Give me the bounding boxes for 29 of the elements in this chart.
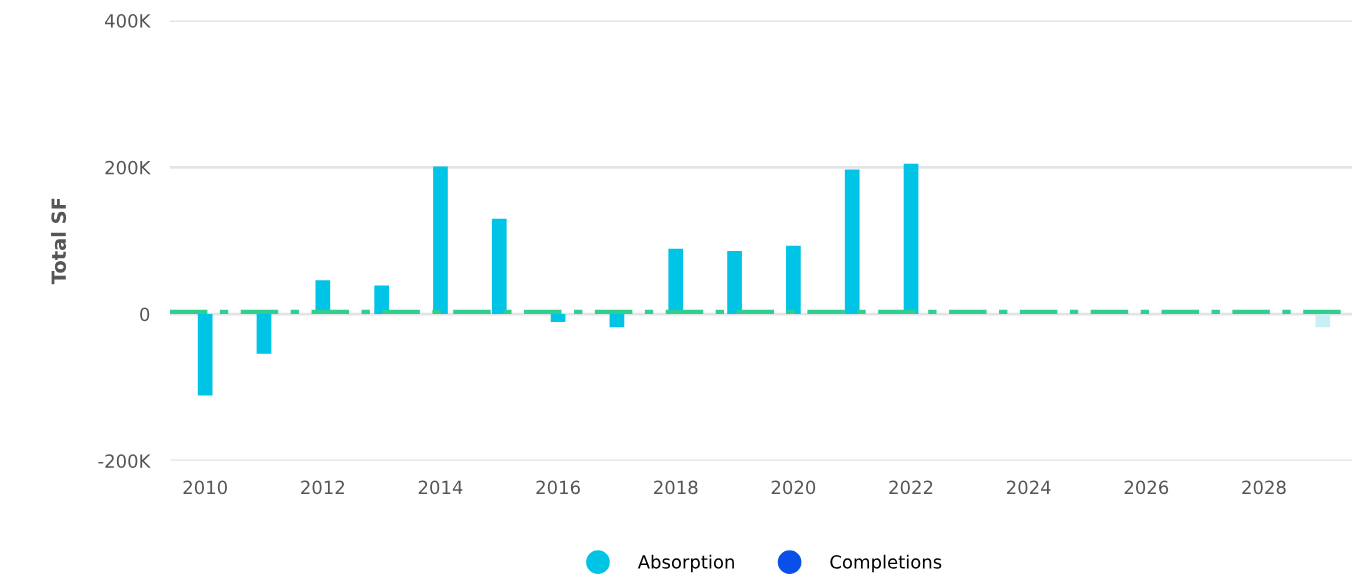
legend-label: Absorption [637, 554, 734, 573]
x-tick-label: 2026 [1124, 480, 1169, 495]
y-tick-label: -200K [98, 454, 151, 468]
bar [786, 245, 801, 315]
x-tick-label: 2028 [1242, 480, 1286, 495]
bar [609, 314, 625, 328]
x-tick-label: 2010 [183, 480, 227, 495]
legend-label: Completions [830, 554, 942, 573]
x-tick-label: 2018 [654, 480, 698, 495]
bar [903, 163, 919, 315]
y-tick-label: 200K [105, 160, 151, 175]
bar [1315, 314, 1331, 328]
bar [433, 166, 448, 315]
x-tick-label: 2024 [1007, 480, 1051, 495]
x-tick-label: 2020 [771, 480, 816, 495]
y-tick-label: 0 [140, 307, 150, 322]
bar [197, 314, 213, 396]
x-tick-label: 2012 [301, 480, 344, 495]
bar [256, 314, 272, 354]
x-tick-label: 2016 [536, 480, 580, 495]
bar [491, 218, 507, 315]
bar [550, 314, 566, 323]
bar [844, 169, 860, 315]
y-axis-title: Total SF [51, 198, 67, 285]
y-tick-label: 400K [105, 14, 151, 28]
x-tick-label: 2014 [418, 480, 463, 495]
bar [727, 250, 742, 315]
x-tick-label: 2022 [889, 480, 933, 495]
bar [374, 285, 389, 315]
